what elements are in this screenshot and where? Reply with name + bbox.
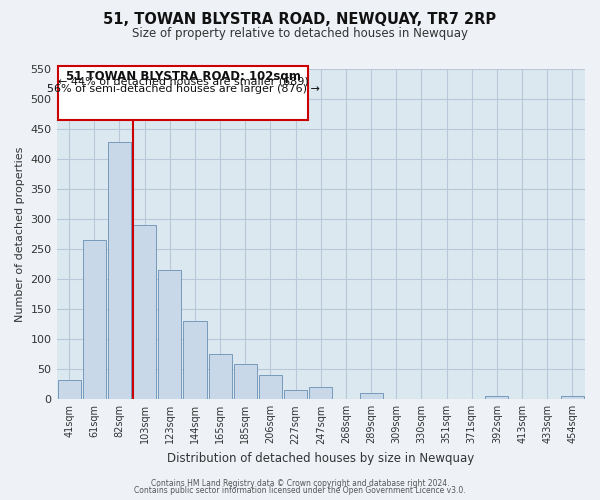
Bar xyxy=(108,142,131,400)
Bar xyxy=(284,390,307,400)
Bar xyxy=(359,394,383,400)
Bar xyxy=(309,388,332,400)
Bar xyxy=(234,364,257,400)
Text: 56% of semi-detached houses are larger (876) →: 56% of semi-detached houses are larger (… xyxy=(47,84,319,94)
X-axis label: Distribution of detached houses by size in Newquay: Distribution of detached houses by size … xyxy=(167,452,475,465)
Text: Size of property relative to detached houses in Newquay: Size of property relative to detached ho… xyxy=(132,28,468,40)
Bar xyxy=(58,66,308,120)
Bar xyxy=(259,376,282,400)
Text: Contains public sector information licensed under the Open Government Licence v3: Contains public sector information licen… xyxy=(134,486,466,495)
Bar xyxy=(184,321,206,400)
Y-axis label: Number of detached properties: Number of detached properties xyxy=(15,146,25,322)
Bar xyxy=(158,270,181,400)
Text: ← 44% of detached houses are smaller (689): ← 44% of detached houses are smaller (68… xyxy=(58,77,308,87)
Text: 51 TOWAN BLYSTRA ROAD: 102sqm: 51 TOWAN BLYSTRA ROAD: 102sqm xyxy=(65,70,301,82)
Bar xyxy=(83,240,106,400)
Bar xyxy=(133,224,156,400)
Text: 51, TOWAN BLYSTRA ROAD, NEWQUAY, TR7 2RP: 51, TOWAN BLYSTRA ROAD, NEWQUAY, TR7 2RP xyxy=(103,12,497,28)
Bar xyxy=(561,396,584,400)
Text: Contains HM Land Registry data © Crown copyright and database right 2024.: Contains HM Land Registry data © Crown c… xyxy=(151,478,449,488)
Bar xyxy=(209,354,232,400)
Bar xyxy=(58,380,80,400)
Bar xyxy=(485,396,508,400)
